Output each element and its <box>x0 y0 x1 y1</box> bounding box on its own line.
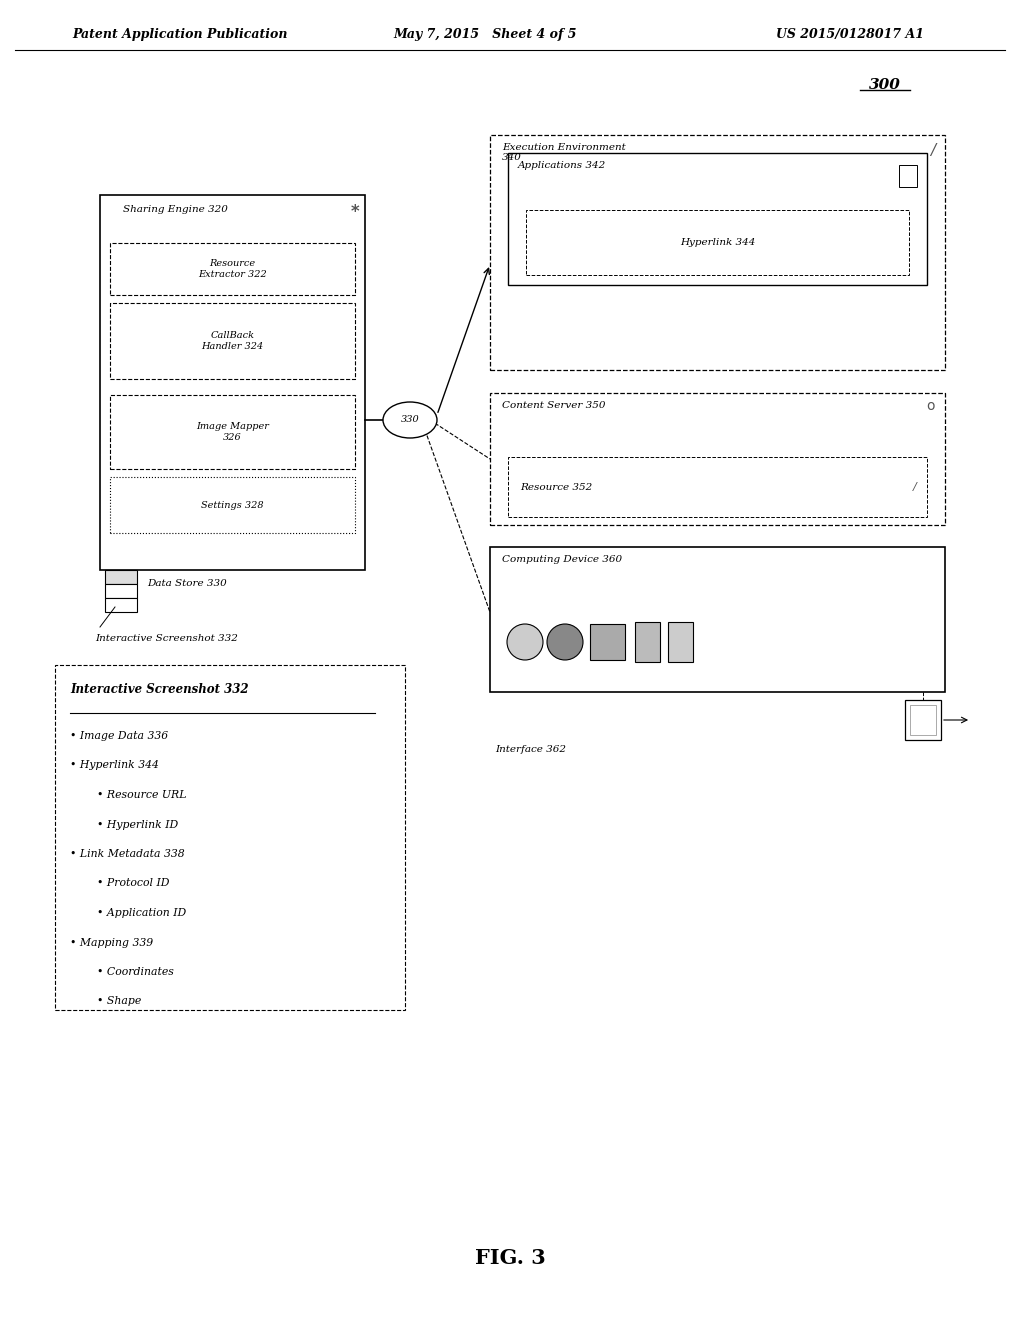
Circle shape <box>546 624 583 660</box>
Text: Image Mapper
326: Image Mapper 326 <box>196 422 269 442</box>
FancyBboxPatch shape <box>507 457 926 517</box>
FancyBboxPatch shape <box>105 598 137 612</box>
Text: Execution Environment
340: Execution Environment 340 <box>501 143 625 162</box>
Text: • Hyperlink 344: • Hyperlink 344 <box>70 760 159 771</box>
Text: o: o <box>925 399 934 413</box>
FancyBboxPatch shape <box>507 153 926 285</box>
Text: • Mapping 339: • Mapping 339 <box>70 937 153 948</box>
Text: • Resource URL: • Resource URL <box>97 789 186 800</box>
FancyBboxPatch shape <box>667 622 692 663</box>
Text: Resource 352: Resource 352 <box>520 483 592 491</box>
Text: *: * <box>351 203 359 220</box>
Text: • Shape: • Shape <box>97 997 141 1006</box>
Text: Interface 362: Interface 362 <box>494 744 566 754</box>
FancyBboxPatch shape <box>105 583 137 598</box>
Text: • Protocol ID: • Protocol ID <box>97 879 169 888</box>
Text: Hyperlink 344: Hyperlink 344 <box>679 238 754 247</box>
FancyBboxPatch shape <box>904 700 941 741</box>
Text: /: / <box>912 482 916 492</box>
Text: May 7, 2015   Sheet 4 of 5: May 7, 2015 Sheet 4 of 5 <box>393 28 576 41</box>
Text: • Hyperlink ID: • Hyperlink ID <box>97 820 178 829</box>
Text: • Application ID: • Application ID <box>97 908 186 917</box>
FancyBboxPatch shape <box>55 665 405 1010</box>
FancyBboxPatch shape <box>635 622 659 663</box>
FancyBboxPatch shape <box>898 165 916 187</box>
Ellipse shape <box>382 403 436 438</box>
Text: Interactive Screenshot 332: Interactive Screenshot 332 <box>95 634 237 643</box>
Text: Interactive Screenshot 332: Interactive Screenshot 332 <box>70 682 249 696</box>
Text: 300: 300 <box>868 78 900 92</box>
Text: • Image Data 336: • Image Data 336 <box>70 731 168 741</box>
FancyBboxPatch shape <box>105 570 137 583</box>
FancyBboxPatch shape <box>110 395 355 469</box>
Text: Resource
Extractor 322: Resource Extractor 322 <box>198 259 267 279</box>
Text: Settings 328: Settings 328 <box>201 500 264 510</box>
Text: FIG. 3: FIG. 3 <box>474 1247 545 1269</box>
FancyBboxPatch shape <box>909 705 935 735</box>
Text: 330: 330 <box>400 416 419 425</box>
Text: Computing Device 360: Computing Device 360 <box>501 554 622 564</box>
Text: • Link Metadata 338: • Link Metadata 338 <box>70 849 184 859</box>
FancyBboxPatch shape <box>110 477 355 533</box>
Text: /: / <box>929 143 934 158</box>
FancyBboxPatch shape <box>589 624 625 660</box>
FancyBboxPatch shape <box>489 546 944 692</box>
FancyBboxPatch shape <box>110 304 355 379</box>
FancyBboxPatch shape <box>489 135 944 370</box>
Text: Content Server 350: Content Server 350 <box>501 401 605 411</box>
Text: Applications 342: Applications 342 <box>518 161 605 170</box>
Text: US 2015/0128017 A1: US 2015/0128017 A1 <box>775 28 923 41</box>
Text: Sharing Engine 320: Sharing Engine 320 <box>122 205 227 214</box>
Text: Patent Application Publication: Patent Application Publication <box>72 28 287 41</box>
Circle shape <box>506 624 542 660</box>
FancyBboxPatch shape <box>110 243 355 294</box>
Text: • Coordinates: • Coordinates <box>97 968 173 977</box>
FancyBboxPatch shape <box>100 195 365 570</box>
Text: CallBack
Handler 324: CallBack Handler 324 <box>201 331 263 351</box>
Text: Data Store 330: Data Store 330 <box>147 579 226 589</box>
FancyBboxPatch shape <box>526 210 908 275</box>
FancyBboxPatch shape <box>489 393 944 525</box>
